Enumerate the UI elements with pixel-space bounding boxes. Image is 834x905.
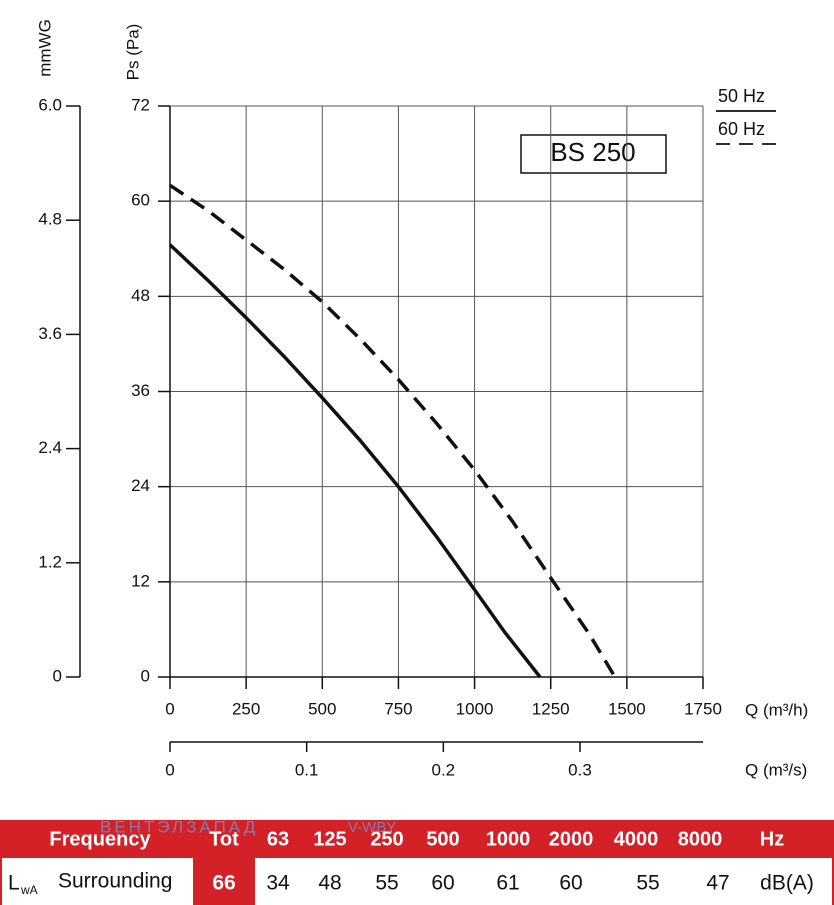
x-tick-label: 250 bbox=[232, 699, 260, 718]
table-cell: 34 bbox=[266, 872, 290, 895]
watermark: V-WBY bbox=[348, 819, 396, 836]
legend-label: 50 Hz bbox=[718, 86, 765, 106]
x2-tick-label: 0.1 bbox=[295, 760, 319, 779]
row-symbol: L bbox=[8, 872, 20, 895]
x-tick-label: 500 bbox=[308, 699, 336, 718]
x-tick-label: 1750 bbox=[684, 699, 722, 718]
table-header-cell: 1000 bbox=[486, 828, 531, 850]
table-cell: 66 bbox=[212, 872, 235, 895]
total-cell-bg bbox=[193, 858, 255, 905]
x2-tick-label: 0 bbox=[165, 760, 174, 779]
table-cell: 55 bbox=[636, 872, 659, 895]
series-line bbox=[168, 243, 542, 679]
y2-tick-label: 1.2 bbox=[38, 552, 62, 571]
x-axis-label: Q (m³/h) bbox=[745, 700, 808, 719]
table-cell: dB(A) bbox=[760, 872, 814, 895]
x-tick-label: 1000 bbox=[456, 699, 494, 718]
y-tick-label: 60 bbox=[131, 191, 150, 210]
table-header-cell: 63 bbox=[267, 828, 289, 850]
table-cell: 55 bbox=[375, 872, 398, 895]
x-tick-label: 0 bbox=[165, 699, 174, 718]
y2-tick-label: 6.0 bbox=[38, 95, 62, 114]
row-subscript: wA bbox=[20, 883, 38, 897]
x-tick-label: 1500 bbox=[608, 699, 646, 718]
row-label: Surrounding bbox=[58, 870, 172, 893]
table-header-cell: 125 bbox=[313, 828, 346, 850]
x-tick-label: 750 bbox=[384, 699, 412, 718]
table-header-cell: Tot bbox=[209, 828, 239, 850]
series-line bbox=[169, 183, 617, 678]
table-cell: 61 bbox=[496, 872, 519, 895]
watermark: ВЕНТЭЛЗАПАД bbox=[100, 817, 258, 836]
x2-axis-label: Q (m³/s) bbox=[745, 760, 807, 779]
table-header-cell: Hz bbox=[760, 828, 784, 850]
table-cell: 60 bbox=[559, 872, 582, 895]
x-tick-label: 1250 bbox=[532, 699, 570, 718]
table-header-cell: 250 bbox=[370, 828, 403, 850]
table-cell: 60 bbox=[431, 872, 454, 895]
y2-tick-label: 2.4 bbox=[38, 438, 62, 457]
x2-tick-label: 0.2 bbox=[432, 760, 456, 779]
legend-label: 60 Hz bbox=[718, 119, 765, 139]
y-tick-label: 48 bbox=[131, 286, 150, 305]
y-tick-label: 12 bbox=[131, 571, 150, 590]
table-cell: 48 bbox=[318, 872, 341, 895]
y-tick-label: 36 bbox=[131, 381, 150, 400]
table-header-cell: Frequency bbox=[49, 828, 151, 850]
table-header-cell: 500 bbox=[426, 828, 459, 850]
table-header-cell: 2000 bbox=[549, 828, 594, 850]
table-header-cell: 4000 bbox=[614, 828, 659, 850]
table-header-bg bbox=[0, 820, 834, 858]
y-tick-label: 0 bbox=[141, 666, 150, 685]
y2-tick-label: 3.6 bbox=[38, 324, 62, 343]
x2-tick-label: 0.3 bbox=[568, 760, 592, 779]
table-cell: 47 bbox=[706, 872, 729, 895]
annotation-box bbox=[520, 134, 667, 174]
table-header-cell: 8000 bbox=[678, 828, 723, 850]
annotation: BS 250 bbox=[550, 137, 635, 167]
y-axis-label: Ps (Pa) bbox=[123, 24, 142, 81]
y-tick-label: 72 bbox=[131, 95, 150, 114]
y-tick-label: 24 bbox=[131, 476, 150, 495]
y2-tick-label: 0 bbox=[53, 666, 62, 685]
y2-tick-label: 4.8 bbox=[38, 210, 62, 229]
y2-axis-label: mmWG bbox=[35, 19, 54, 77]
